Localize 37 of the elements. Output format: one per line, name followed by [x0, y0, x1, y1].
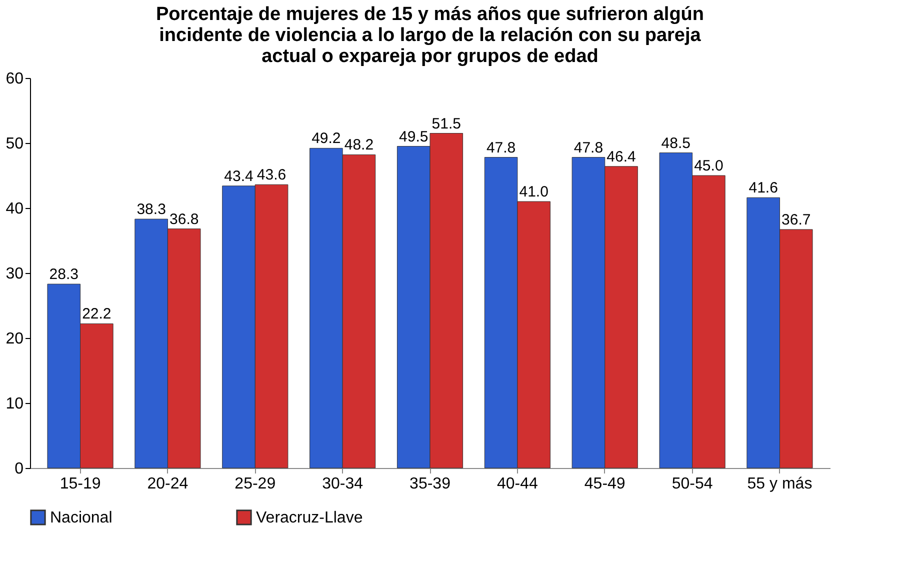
data-label: 36.8 — [169, 210, 199, 228]
legend-label: Nacional — [50, 509, 112, 526]
x-tick-label: 50-54 — [672, 476, 713, 492]
data-label: 36.7 — [782, 211, 811, 228]
y-tick-label: 0 — [14, 460, 24, 478]
data-label: 46.4 — [606, 148, 636, 166]
y-tick-label: 60 — [6, 70, 24, 88]
data-label: 41.0 — [519, 184, 548, 200]
x-tick-label: 30-34 — [322, 476, 364, 492]
chart-title: Porcentaje de mujeres de 15 y más años que sufrieron algún incidente de violencia a lo largo de la relación con su pareja actual o expareja por grupos de edad — [156, 4, 704, 67]
data-label: 47.8 — [486, 139, 516, 156]
data-label: 51.5 — [432, 115, 461, 132]
y-tick-label: 40 — [6, 200, 24, 218]
x-tick-label: 25-29 — [234, 476, 276, 492]
y-tick-label: 20 — [6, 330, 24, 348]
x-tick-label: 45-49 — [584, 476, 626, 492]
x-tick-label: 55 y más — [747, 476, 812, 492]
x-tick-label: 40-44 — [496, 476, 538, 492]
legend-label: Veracruz-Llave — [256, 509, 363, 526]
data-label: 28.3 — [49, 266, 78, 284]
data-label: 43.4 — [224, 168, 254, 185]
data-label: 22.2 — [82, 306, 112, 323]
x-tick-label: 35-39 — [410, 476, 451, 492]
data-label: 48.2 — [344, 136, 374, 154]
data-label: 41.6 — [748, 180, 778, 197]
data-label: 48.5 — [661, 134, 691, 152]
y-tick-label: 10 — [6, 396, 24, 412]
data-label: 49.5 — [399, 128, 428, 146]
data-label: 45.0 — [694, 158, 724, 174]
data-label: 47.8 — [574, 139, 604, 156]
data-label: 38.3 — [136, 201, 166, 218]
data-label: 49.2 — [312, 130, 341, 148]
data-label: 43.6 — [256, 166, 286, 184]
y-tick-label: 50 — [6, 136, 24, 152]
x-tick-label: 20-24 — [147, 476, 188, 492]
y-tick-label: 30 — [6, 266, 24, 282]
x-tick-label: 15-19 — [60, 476, 101, 492]
